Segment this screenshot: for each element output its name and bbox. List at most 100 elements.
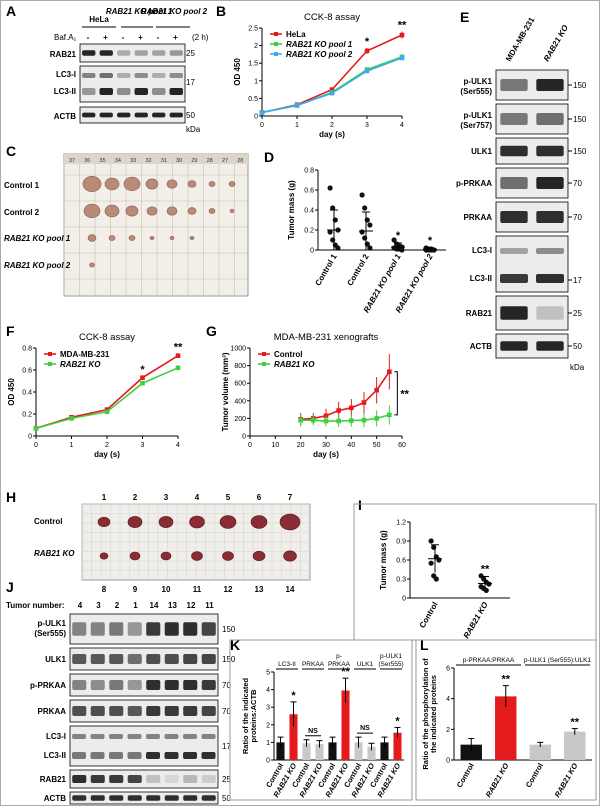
chart-k-sig: NS xyxy=(308,728,318,735)
blot-a-marker-17: 17 xyxy=(186,78,195,87)
chart-f-y-tick-label: 0.4 xyxy=(22,390,32,397)
blot-e-marker: 17 xyxy=(573,276,582,285)
chart-g-point xyxy=(298,417,303,423)
chart-i-point xyxy=(428,538,434,544)
chart-k-bar xyxy=(289,714,298,760)
panel-label-h: H xyxy=(6,489,16,505)
blot-j-row-3-box xyxy=(69,699,219,723)
chart-g-sig-bracket xyxy=(394,371,398,416)
blot-a-lc3-ii-band xyxy=(117,88,131,95)
blot-j-row-label: ULK1 xyxy=(45,655,66,664)
chart-g-point xyxy=(349,405,354,411)
blot-a-rab21-box xyxy=(79,43,186,63)
blot-e-row-7-band xyxy=(500,341,528,351)
chart-b-point xyxy=(364,68,370,74)
photo-h-tumor xyxy=(160,551,172,561)
chart-b-y-tick-label: 1.5 xyxy=(248,61,258,68)
blot-j-row-0-band xyxy=(146,622,161,636)
chart-b-y-tick-label: 0 xyxy=(254,114,258,121)
blot-e: MDA-MB-231 RAB21 KO p-ULK1(Ser555)150p-U… xyxy=(456,15,587,372)
blot-a-sign: - xyxy=(122,33,125,42)
chart-l-y-tick-label: 6 xyxy=(446,666,450,673)
blot-j-lc3-i-band xyxy=(72,734,86,739)
chart-k-bar xyxy=(276,742,285,760)
blot-j-lc3-i-band xyxy=(109,734,123,739)
blot-j-row-label: RAB21 xyxy=(40,775,67,784)
panel-label-f: F xyxy=(6,323,15,339)
chart-l-sig: ** xyxy=(570,717,579,729)
blot-j-row-label: p-ULK1 xyxy=(38,619,67,628)
blot-e-row-3-band xyxy=(536,177,564,189)
blot-j-row-6-box xyxy=(69,791,219,805)
chart-f-x-tick-label: 4 xyxy=(176,442,180,449)
chart-i-point xyxy=(486,581,492,587)
blot-e-marker: 150 xyxy=(573,115,587,124)
chart-b-x-tick-label: 0 xyxy=(260,122,264,129)
photo-c-tumor xyxy=(187,207,197,215)
blot-a-col-hela: HeLa xyxy=(89,15,109,24)
panel-label-b: B xyxy=(216,3,226,19)
chart-g-legend-marker xyxy=(262,362,266,366)
chart-i-y-label: Tumor mass (g) xyxy=(379,530,388,590)
blot-e-row-1-band xyxy=(500,113,528,125)
blot-j-lc3-i-band xyxy=(146,734,160,739)
chart-g-x-tick-label: 60 xyxy=(398,442,406,449)
blot-a-marker-50: 50 xyxy=(186,111,195,120)
blot-j-row-2-band xyxy=(127,680,142,690)
chart-g-x-tick-label: 30 xyxy=(322,442,330,449)
blot-a-actb-band xyxy=(134,112,148,118)
chart-g: MDA-MB-231 xenografts 0 200 400 600 800 1000 0 1… xyxy=(221,332,410,459)
blot-j-row-label: PRKAA xyxy=(38,707,67,716)
chart-f-x-label: day (s) xyxy=(94,450,120,459)
blot-j-row-1-box xyxy=(69,647,219,671)
photo-c-tumor xyxy=(149,236,155,241)
blot-j-row-1-band xyxy=(72,654,87,664)
blot-e-row-label: ULK1 xyxy=(471,147,492,156)
panel-label-k: K xyxy=(230,637,240,653)
blot-a-sign: - xyxy=(157,33,160,42)
blot-j-row-0-band xyxy=(164,622,179,636)
blot-j-row-1-band xyxy=(201,654,216,664)
chart-d-point xyxy=(359,192,365,198)
blot-j-row-0-band xyxy=(201,622,216,636)
blot-j-row-2-band xyxy=(146,680,161,690)
chart-g-title: MDA-MB-231 xenografts xyxy=(274,332,379,343)
blot-e-lc3-i-band xyxy=(536,248,564,254)
photo-h-bottom-number: 12 xyxy=(224,585,233,594)
chart-b-point xyxy=(329,87,335,92)
chart-d-point xyxy=(332,217,338,223)
chart-g-y-tick-label: 400 xyxy=(234,398,246,405)
panel-label-e: E xyxy=(460,9,469,25)
chart-b-point xyxy=(399,32,405,38)
blot-j-marker: 150 xyxy=(222,655,236,664)
chart-f: CCK-8 assay 0 0.2 0.4 0.6 0.8 0 1 2 3 4 day (s) OD 4… xyxy=(7,332,183,459)
chart-d-point xyxy=(330,237,336,243)
photo-c-tumor xyxy=(104,177,120,191)
chart-k-group-label: ULK1 xyxy=(357,661,374,668)
panel-label-c: C xyxy=(6,143,16,159)
chart-b-y-tick-label: 2 xyxy=(254,43,258,50)
chart-g-point xyxy=(323,418,329,424)
blot-a-lc3-ii-band xyxy=(169,88,183,95)
blot-e-row-6-band xyxy=(536,306,564,320)
photo-h-top-number: 4 xyxy=(195,493,200,502)
chart-k-bar xyxy=(328,742,337,760)
blot-a-actb-band xyxy=(82,112,96,118)
chart-d-point xyxy=(391,237,397,243)
chart-k-y-tick-label: 3 xyxy=(266,705,270,712)
chart-f-y-label: OD 450 xyxy=(7,378,16,406)
chart-g-y-tick-label: 0 xyxy=(242,434,246,441)
chart-d-y-tick-label: 0.4 xyxy=(304,208,314,215)
chart-g-point xyxy=(349,418,354,423)
blot-a-row-label: ACTB xyxy=(54,112,76,121)
blot-j-row-0-band xyxy=(72,622,87,636)
blot-e-lc3-ii-band xyxy=(500,274,528,283)
chart-b-sig: * xyxy=(365,36,370,48)
blot-j-row-3-band xyxy=(183,706,198,716)
chart-f-point xyxy=(69,416,74,421)
photo-c-ruler-num: 35 xyxy=(100,158,106,164)
chart-k-sig: ** xyxy=(341,666,350,678)
blot-j-row-2-band xyxy=(90,680,105,690)
chart-b-x-label: day (s) xyxy=(319,130,345,139)
